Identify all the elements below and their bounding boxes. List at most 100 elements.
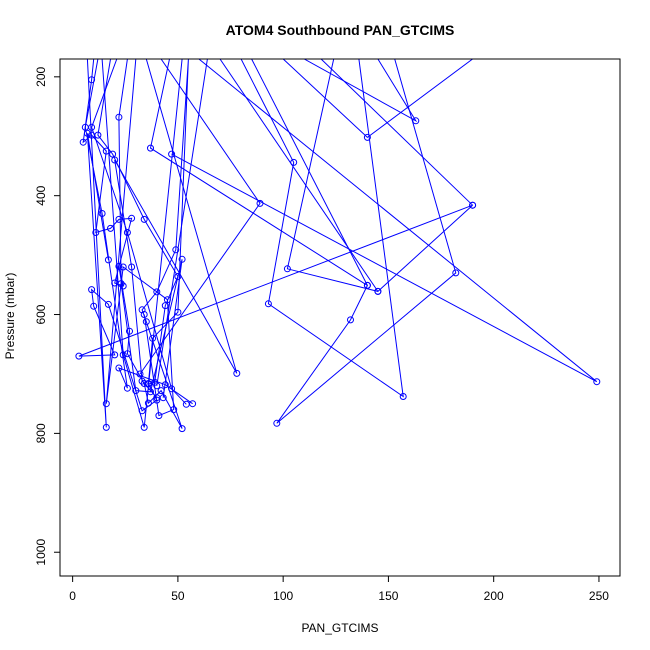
- series-8: [81, 59, 197, 408]
- data-point: [144, 399, 152, 407]
- series-line: [114, 59, 238, 399]
- data-point: [111, 351, 119, 359]
- series-6: [83, 59, 112, 431]
- series-layer: [75, 59, 601, 433]
- data-point: [132, 387, 140, 395]
- data-point: [273, 419, 281, 427]
- data-point: [140, 215, 148, 223]
- series-line: [101, 59, 183, 428]
- series-line: [78, 59, 473, 429]
- data-point: [153, 382, 161, 390]
- data-point: [182, 400, 190, 408]
- series-line: [171, 59, 598, 383]
- data-point: [102, 423, 110, 431]
- data-point: [102, 400, 110, 408]
- data-point: [104, 300, 112, 308]
- series-1: [240, 59, 407, 400]
- y-tick-label: 400: [34, 185, 48, 205]
- data-point: [170, 406, 178, 414]
- data-point: [117, 280, 125, 288]
- series-line: [105, 59, 175, 417]
- data-point: [115, 262, 123, 270]
- series-line: [219, 59, 379, 292]
- data-point: [126, 327, 133, 335]
- data-point: [94, 131, 102, 139]
- data-point: [123, 384, 131, 392]
- series-13: [168, 59, 601, 386]
- series-line: [156, 59, 208, 386]
- data-point: [153, 394, 161, 402]
- series-7: [115, 59, 186, 402]
- data-point: [128, 263, 136, 271]
- data-point: [140, 311, 148, 318]
- data-point: [75, 352, 83, 360]
- series-line: [320, 59, 473, 206]
- data-point: [136, 370, 144, 378]
- x-tick-label: 150: [378, 589, 398, 603]
- series-0: [75, 59, 477, 433]
- series-18: [219, 59, 382, 295]
- chart-title: ATOM4 Southbound PAN_GTCIMS: [226, 22, 455, 38]
- y-tick-label: 1000: [34, 539, 48, 566]
- data-point: [107, 224, 114, 232]
- series-15: [303, 59, 420, 125]
- series-3: [101, 59, 183, 431]
- series-line: [251, 59, 368, 286]
- series-line: [303, 59, 418, 123]
- data-point: [138, 377, 146, 385]
- data-point: [178, 255, 186, 263]
- data-point: [233, 369, 241, 377]
- y-axis-label: Pressure (mbar): [3, 273, 17, 360]
- x-tick-label: 0: [69, 589, 76, 603]
- data-point: [172, 246, 180, 254]
- series-5: [102, 59, 178, 420]
- series-10: [153, 59, 208, 390]
- y-tick-label: 800: [34, 423, 48, 443]
- series-line: [139, 59, 261, 375]
- data-point: [140, 423, 148, 431]
- data-point: [142, 318, 150, 326]
- series-line: [282, 59, 473, 139]
- series-line: [91, 59, 187, 405]
- data-point: [363, 281, 371, 289]
- data-point: [119, 263, 127, 271]
- x-tick-label: 250: [589, 589, 609, 603]
- data-point: [178, 425, 186, 433]
- data-point: [123, 229, 131, 236]
- data-point: [90, 302, 98, 310]
- x-tick-label: 100: [273, 589, 293, 603]
- data-point: [88, 123, 96, 131]
- data-point: [88, 286, 96, 294]
- x-axis-label: PAN_GTCIMS: [301, 621, 378, 635]
- series-16: [320, 59, 477, 209]
- series-14: [282, 59, 473, 141]
- x-axis: 0 50 100 150 200 250: [69, 576, 609, 603]
- data-point: [412, 117, 420, 125]
- series-line: [240, 59, 404, 398]
- series-line: [84, 59, 193, 405]
- series-line: [97, 59, 179, 385]
- data-point: [374, 287, 382, 295]
- series-line: [149, 59, 457, 424]
- data-point: [109, 150, 117, 158]
- y-axis: 200 400 600 800 1000: [34, 66, 60, 566]
- data-point: [161, 381, 169, 389]
- data-point: [115, 364, 123, 372]
- x-tick-label: 200: [484, 589, 504, 603]
- data-point: [128, 214, 136, 222]
- data-point: [283, 265, 291, 273]
- series-line: [118, 59, 183, 398]
- data-point: [147, 388, 154, 396]
- data-point: [155, 412, 163, 420]
- data-point: [452, 269, 460, 277]
- data-point: [111, 156, 119, 164]
- data-point: [115, 113, 123, 121]
- plot-frame: [59, 58, 621, 577]
- data-point: [147, 144, 154, 152]
- data-point: [102, 147, 110, 155]
- data-point: [79, 138, 87, 146]
- data-point: [363, 133, 371, 141]
- series-4: [94, 59, 182, 388]
- y-tick-label: 600: [34, 304, 48, 324]
